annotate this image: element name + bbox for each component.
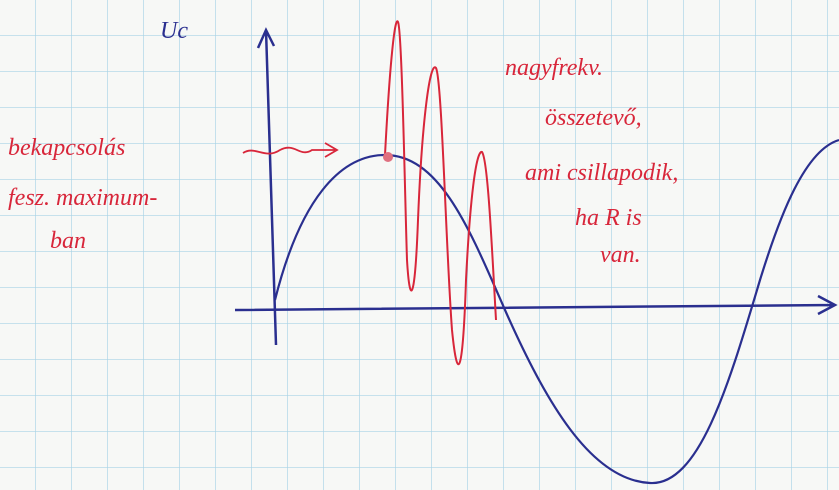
switch-point xyxy=(383,152,393,162)
note-line: bekapcsolás xyxy=(8,135,125,161)
note-line: fesz. maximum- xyxy=(8,185,157,211)
note-line: nagyfrekv. xyxy=(505,55,603,81)
note-line: ban xyxy=(50,228,86,254)
note-line: van. xyxy=(600,242,641,268)
note-line: ami csillapodik, xyxy=(525,160,678,186)
sketch: Uc bekapcsolás fesz. maximum-ban nagyfrek… xyxy=(0,0,839,490)
note-line: összetevő, xyxy=(545,105,642,131)
note-line: ha R is xyxy=(575,205,642,231)
page: Uc bekapcsolás fesz. maximum-ban nagyfrek… xyxy=(0,0,839,490)
axis-label: Uc xyxy=(160,18,188,44)
